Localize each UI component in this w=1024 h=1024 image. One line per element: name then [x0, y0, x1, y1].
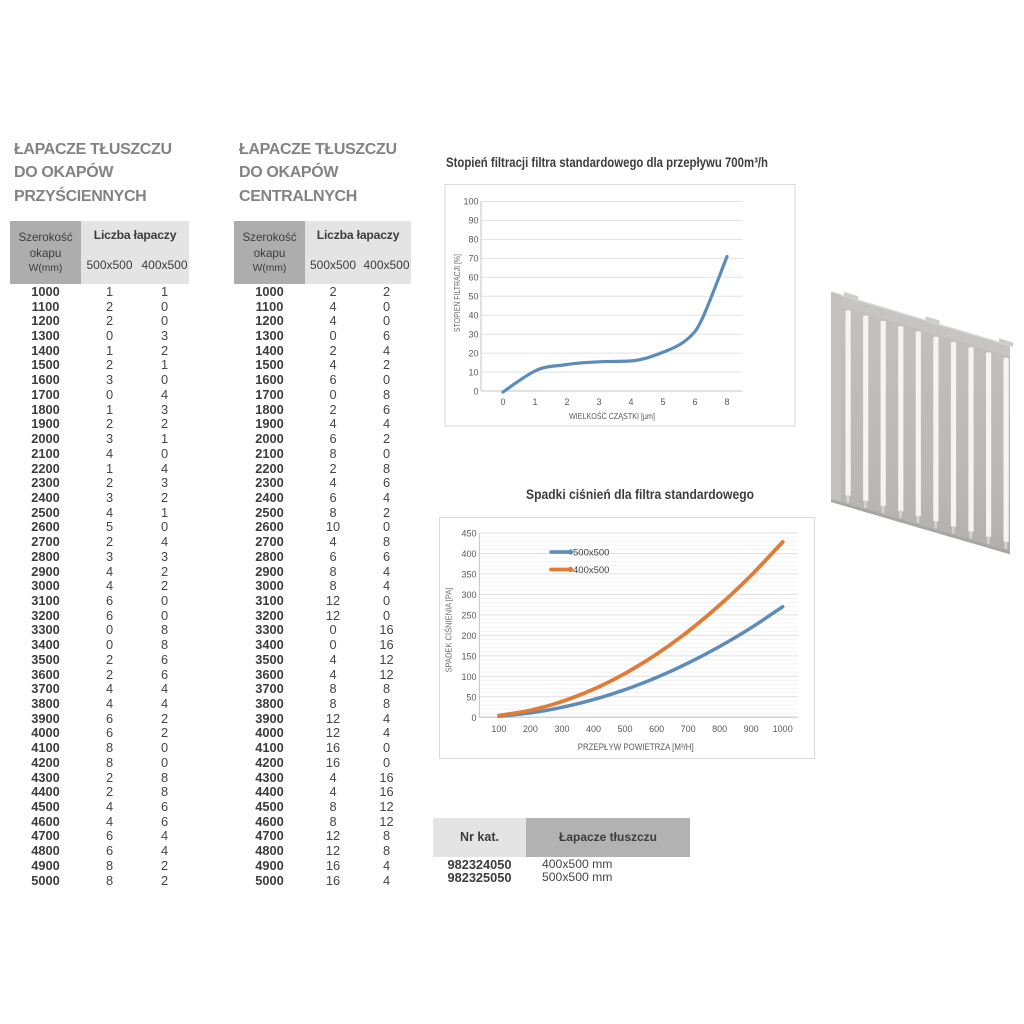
svg-text:WIELKOŚĆ CZĄSTKI [µm]: WIELKOŚĆ CZĄSTKI [µm] — [569, 410, 655, 421]
svg-text:50: 50 — [466, 693, 476, 703]
svg-text:0: 0 — [471, 713, 476, 723]
svg-text:SPADEK CIŚNIENIA [PA]: SPADEK CIŚNIENIA [PA] — [442, 588, 453, 673]
svg-text:300: 300 — [461, 590, 476, 600]
svg-text:8: 8 — [724, 397, 729, 407]
svg-text:800: 800 — [712, 724, 727, 734]
svg-text:Spadki ciśnień dla filtra stan: Spadki ciśnień dla filtra standardowego — [526, 487, 754, 502]
svg-text:100: 100 — [491, 724, 506, 734]
svg-text:6: 6 — [692, 397, 697, 407]
svg-text:400x500: 400x500 — [573, 565, 609, 576]
svg-text:20: 20 — [468, 349, 478, 359]
svg-text:200: 200 — [461, 631, 476, 641]
svg-text:STOPIEŃ FILTRACJI [%]: STOPIEŃ FILTRACJI [%] — [452, 254, 462, 332]
svg-text:900: 900 — [744, 724, 759, 734]
svg-text:90: 90 — [468, 216, 478, 226]
svg-text:500: 500 — [617, 724, 632, 734]
svg-text:1000: 1000 — [773, 724, 793, 734]
svg-text:2: 2 — [564, 397, 569, 407]
svg-text:Stopień filtracji filtra stand: Stopień filtracji filtra standardowego d… — [446, 155, 768, 170]
svg-text:70: 70 — [468, 254, 478, 264]
svg-text:100: 100 — [461, 672, 476, 682]
svg-text:300: 300 — [554, 724, 569, 734]
svg-text:1: 1 — [532, 397, 537, 407]
svg-text:350: 350 — [461, 570, 476, 580]
svg-text:5: 5 — [660, 397, 665, 407]
svg-text:50: 50 — [468, 292, 478, 302]
svg-text:PRZEPŁYW POWIETRZA [M³/H]: PRZEPŁYW POWIETRZA [M³/H] — [578, 742, 694, 752]
svg-text:30: 30 — [468, 330, 478, 340]
svg-text:60: 60 — [468, 273, 478, 283]
svg-text:450: 450 — [461, 529, 476, 539]
svg-text:150: 150 — [461, 652, 476, 662]
svg-text:200: 200 — [523, 724, 538, 734]
svg-text:3: 3 — [596, 397, 601, 407]
svg-text:100: 100 — [463, 197, 478, 207]
svg-text:600: 600 — [649, 724, 664, 734]
svg-text:400: 400 — [586, 724, 601, 734]
svg-text:0: 0 — [473, 387, 478, 397]
svg-text:4: 4 — [628, 397, 633, 407]
svg-text:80: 80 — [468, 235, 478, 245]
svg-text:700: 700 — [681, 724, 696, 734]
svg-text:40: 40 — [468, 311, 478, 321]
svg-text:0: 0 — [500, 397, 505, 407]
svg-text:250: 250 — [461, 611, 476, 621]
svg-text:10: 10 — [468, 368, 478, 378]
svg-text:400: 400 — [461, 549, 476, 559]
svg-text:500x500: 500x500 — [573, 548, 609, 559]
